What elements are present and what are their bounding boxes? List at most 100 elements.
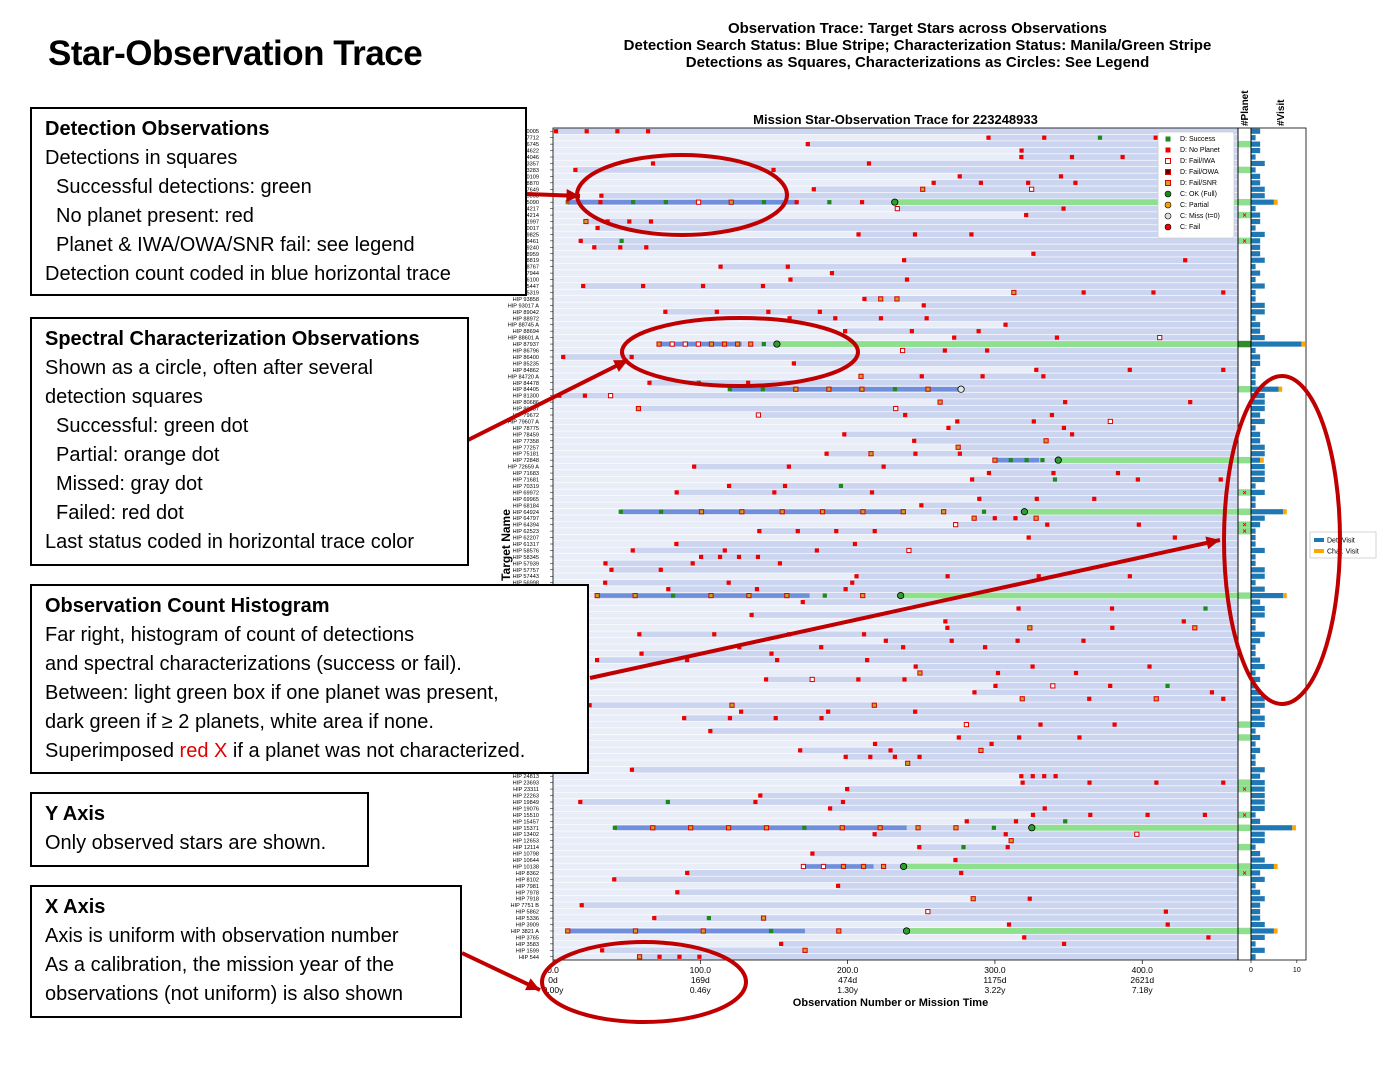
no-planet-square — [829, 271, 835, 276]
det-visit-bar — [1251, 889, 1261, 895]
no-planet-square — [805, 142, 810, 147]
trace-band — [1028, 534, 1238, 541]
trace-lead — [553, 766, 632, 773]
success-square — [761, 200, 767, 205]
fail-snr-square — [688, 825, 694, 831]
fail-iwa-square — [800, 863, 807, 870]
trace-lead — [553, 212, 1027, 218]
trace-lead — [553, 199, 568, 206]
det-visit-bar — [1251, 567, 1265, 573]
no-planet-square — [1030, 812, 1036, 817]
trace-lead — [553, 476, 973, 483]
y-tick-label: HIP 19076 — [513, 806, 539, 812]
detection-stripe — [567, 199, 797, 205]
no-planet-square — [708, 728, 713, 734]
trace-band — [611, 566, 1238, 573]
characterization-stripe — [1024, 508, 1238, 515]
no-planet-square — [760, 283, 766, 289]
trace-band — [875, 741, 1238, 747]
no-planet-square — [658, 567, 663, 572]
trace-band — [957, 418, 1238, 425]
trace-band — [580, 799, 1238, 805]
no-planet-square — [800, 599, 805, 605]
det-visit-bar — [1251, 554, 1256, 560]
no-planet-square — [758, 793, 763, 798]
fail-iwa-square — [894, 206, 900, 212]
fail-iwa-square — [1107, 418, 1113, 425]
y-tick-label: 120005 — [520, 129, 539, 135]
trace-band — [668, 586, 1238, 593]
y-tick-label: HIP 88972 — [513, 316, 539, 322]
trace-band — [1005, 321, 1238, 328]
no-planet-square — [746, 380, 751, 385]
trace-band — [807, 141, 1238, 148]
fail-snr-square — [784, 592, 790, 599]
no-planet-square — [868, 754, 873, 759]
no-planet-square — [578, 238, 583, 243]
trace-band — [701, 553, 1238, 560]
no-planet-square — [579, 903, 584, 908]
no-planet-square — [833, 316, 838, 321]
trace-band — [605, 560, 1238, 567]
no-planet-square — [726, 483, 732, 489]
fail-snr-square — [708, 341, 715, 347]
trace-lead — [553, 953, 640, 960]
no-planet-square — [945, 625, 950, 630]
no-planet-square — [854, 574, 859, 579]
no-planet-square — [917, 754, 922, 759]
no-planet-square — [603, 580, 608, 585]
trace-lead — [553, 147, 1022, 154]
no-planet-square — [584, 129, 589, 134]
det-visit-bar — [1251, 547, 1265, 554]
no-planet-square — [878, 316, 884, 321]
fail-snr-square — [793, 386, 799, 392]
no-planet-square — [1218, 477, 1223, 482]
y-tick-label: 116745 — [521, 142, 539, 148]
trace-band — [641, 650, 1238, 657]
no-planet-square — [627, 219, 632, 224]
no-planet-square — [587, 703, 592, 708]
trace-band — [758, 412, 1238, 418]
fail-snr-square — [1027, 625, 1033, 631]
det-visit-bar — [1251, 534, 1256, 541]
success-square — [838, 483, 844, 489]
annotation-arrow — [461, 951, 541, 992]
fail-snr-square — [978, 747, 984, 753]
no-planet-square — [1020, 780, 1025, 785]
fail-snr-square — [760, 915, 767, 921]
trace-band — [919, 844, 1238, 851]
annotation-arrow — [467, 358, 629, 442]
det-visit-bar — [1251, 670, 1256, 676]
legend-label: D: Fail/SNR — [1180, 180, 1217, 187]
trace-lead — [553, 521, 956, 528]
det-visit-bar — [1251, 360, 1261, 366]
trace-lead — [553, 837, 1012, 844]
no-planet-square — [1006, 922, 1012, 927]
success-square — [1063, 819, 1068, 824]
det-visit-bar — [1251, 180, 1261, 186]
det-visit-bar — [1251, 709, 1261, 715]
det-visit-bar — [1251, 464, 1265, 470]
no-planet-square — [650, 161, 656, 166]
no-planet-square — [1151, 290, 1156, 295]
y-tick-label: HIP 86400 — [513, 355, 539, 361]
no-planet-square — [901, 645, 906, 650]
planet-count-cell — [1238, 824, 1251, 832]
no-planet-square — [995, 670, 1001, 676]
trace-lead — [553, 134, 989, 141]
fail-snr-square — [970, 896, 976, 902]
det-visit-bar — [1251, 786, 1265, 792]
trace-lead — [553, 605, 1019, 612]
characterization-stripe — [903, 863, 1238, 870]
y-tick-label: HIP 86796 — [513, 349, 539, 355]
fail-snr-square — [877, 825, 883, 831]
no-planet-square — [1108, 683, 1113, 688]
trace-lead — [553, 354, 564, 360]
trace-lead — [553, 450, 827, 457]
trace-lead — [553, 225, 598, 231]
trace-band — [632, 547, 1238, 554]
det-visit-bar — [1251, 760, 1256, 766]
fail-snr-square — [729, 702, 735, 708]
trace-lead — [553, 186, 814, 193]
fail-snr-square — [953, 825, 959, 831]
